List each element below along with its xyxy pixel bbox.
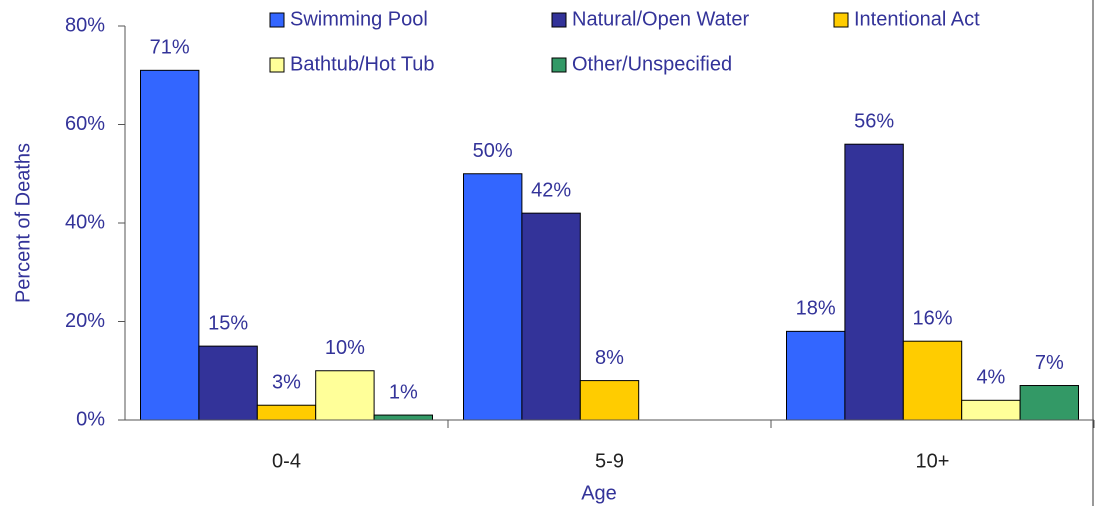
x-tick-label: 0-4	[272, 450, 301, 472]
legend-swatch	[269, 57, 285, 73]
y-tick-label: 60%	[65, 113, 105, 135]
value-label: 7%	[1035, 352, 1064, 374]
value-label: 71%	[150, 37, 190, 59]
value-label: 15%	[208, 312, 248, 334]
value-label: 1%	[389, 381, 418, 403]
value-label: 18%	[796, 298, 836, 320]
bar	[786, 330, 846, 421]
bar	[1019, 385, 1079, 421]
bar	[315, 370, 375, 421]
legend-label: Natural/Open Water	[572, 8, 749, 30]
y-axis-title: Percent of Deaths	[12, 143, 34, 303]
legend-label: Bathtub/Hot Tub	[290, 53, 435, 75]
x-tick-label: 5-9	[595, 450, 624, 472]
bar	[256, 404, 317, 421]
bar	[463, 173, 523, 421]
value-label: 56%	[854, 110, 894, 132]
y-tick-label: 0%	[76, 408, 105, 430]
legend-label: Swimming Pool	[290, 8, 428, 30]
y-tick-label: 20%	[65, 310, 105, 332]
legend-label: Intentional Act	[854, 8, 980, 30]
legend-swatch	[551, 12, 567, 28]
value-label: 42%	[531, 179, 571, 201]
bar	[902, 340, 963, 421]
bar	[373, 414, 434, 421]
y-tick-label: 40%	[65, 211, 105, 233]
x-axis-title: Age	[581, 482, 617, 504]
bar	[961, 399, 1021, 421]
bar	[198, 345, 258, 421]
x-tick-label: 10+	[916, 450, 950, 472]
value-label: 16%	[912, 307, 952, 329]
legend-swatch	[833, 12, 849, 28]
legend-swatch	[269, 12, 285, 28]
value-label: 3%	[272, 372, 301, 394]
y-tick-label: 80%	[65, 14, 105, 36]
bar	[521, 212, 581, 421]
bar	[844, 143, 904, 421]
value-label: 8%	[595, 347, 624, 369]
legend-swatch	[551, 57, 567, 73]
bar	[140, 69, 200, 421]
bar	[579, 380, 640, 421]
value-label: 50%	[473, 140, 513, 162]
value-label: 10%	[325, 337, 365, 359]
value-label: 4%	[976, 367, 1005, 389]
legend-label: Other/Unspecified	[572, 53, 732, 75]
